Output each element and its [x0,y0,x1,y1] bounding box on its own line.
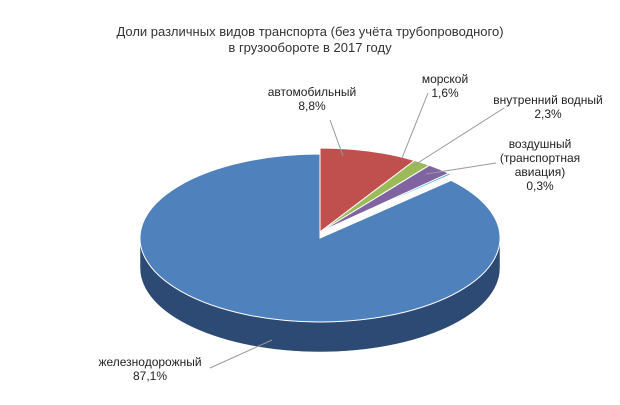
data-label-2: внутренний водный 2,3% [493,93,602,121]
data-label-3: воздушный (транспортная авиация) 0,3% [500,137,580,193]
data-label-1: морской 1,6% [422,72,468,100]
data-label-0: автомобильный 8,8% [268,85,357,113]
leader-line-1 [401,92,429,159]
leader-line-0 [329,119,344,157]
pie-slice-0 [319,147,416,234]
chart-title-line-2: в грузообороте в 2017 году [228,40,392,55]
leader-line-3 [425,162,497,175]
chart-title-line-1: Доли различных видов транспорта (без учё… [116,24,504,39]
pie-slice-4 [139,153,501,323]
data-label-4: железнодорожный 87,1% [98,355,201,383]
leader-line-2 [412,107,505,167]
leader-line-4 [209,339,273,369]
pie-slice-3 [319,172,453,233]
